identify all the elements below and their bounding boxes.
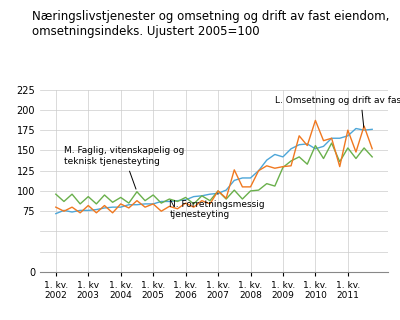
- Text: M. Faglig, vitenskapelig og
teknisk tjenesteyting: M. Faglig, vitenskapelig og teknisk tjen…: [64, 146, 184, 189]
- Text: L. Omsetning og drift av fast eiendom: L. Omsetning og drift av fast eiendom: [275, 96, 400, 127]
- Text: N. Forretningsmessig
tjenesteyting: N. Forretningsmessig tjenesteyting: [169, 194, 265, 219]
- Text: Næringslivstjenester og omsetning og drift av fast eiendom,
omsetningsindeks. Uj: Næringslivstjenester og omsetning og dri…: [32, 10, 389, 38]
